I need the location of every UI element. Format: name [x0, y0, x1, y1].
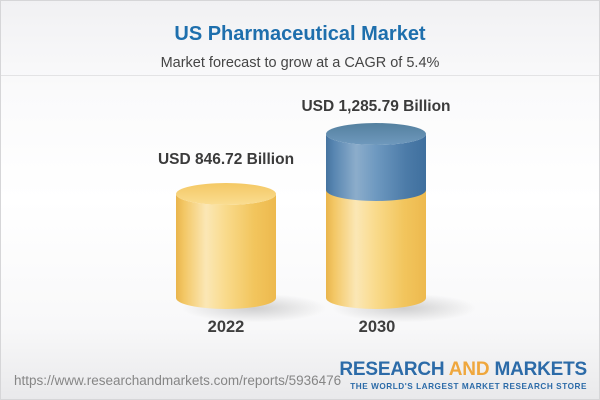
bar-cylinder-2030 [326, 123, 426, 309]
bar-segment-2030-growth [326, 134, 426, 201]
bar-value-label-2030: USD 1,285.79 Billion [301, 98, 451, 115]
report-url: https://www.researchandmarkets.com/repor… [14, 373, 342, 388]
x-axis-label-2030: 2030 [358, 318, 396, 336]
bar-cylinder-2022 [176, 183, 276, 309]
logo-word-and: AND [448, 359, 490, 381]
page-subtitle: Market forecast to grow at a CAGR of 5.4… [160, 55, 440, 71]
header-divider [1, 75, 599, 76]
logo-tagline: THE WORLD'S LARGEST MARKET RESEARCH STOR… [350, 382, 587, 391]
bar-value-label-2022: USD 846.72 Billion [157, 151, 295, 168]
logo-wordmark: RESEARCH AND MARKETS [339, 360, 587, 380]
bar-segment-2030-base [326, 183, 426, 309]
research-and-markets-logo: RESEARCH AND MARKETS THE WORLD'S LARGEST… [339, 360, 587, 391]
logo-word-research: RESEARCH [339, 359, 445, 381]
logo-word-markets: MARKETS [494, 359, 587, 381]
page-title: US Pharmaceutical Market [174, 23, 426, 45]
x-axis-label-2022: 2022 [207, 318, 245, 336]
